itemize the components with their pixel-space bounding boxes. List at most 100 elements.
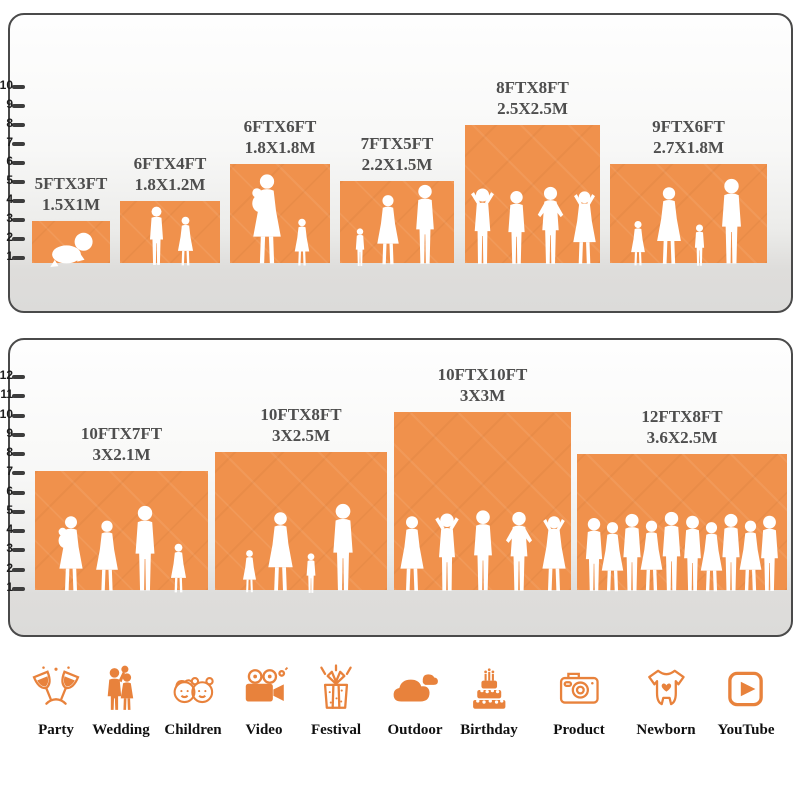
silhouette-group bbox=[352, 184, 442, 268]
size-feet-text: 9FTX6FT bbox=[652, 117, 725, 136]
category-label: Newborn bbox=[636, 722, 696, 738]
ruler-number: 1 bbox=[6, 580, 13, 594]
size-meters-text: 1.8X1.8M bbox=[244, 138, 316, 157]
silhouette-group bbox=[466, 186, 600, 268]
ruler-tick bbox=[12, 471, 25, 476]
backdrop-size-label: 5FTX3FT 1.5X1M bbox=[35, 173, 108, 215]
girl-silhouette bbox=[241, 549, 259, 595]
backdrop-size-label: 10FTX8FT 3X2.5M bbox=[260, 404, 341, 446]
category-newborn: Newborn bbox=[636, 664, 696, 739]
backdrop-box-10ftx8ft bbox=[215, 452, 387, 590]
silhouette-group bbox=[44, 230, 98, 268]
children-icon bbox=[173, 677, 214, 704]
size-meters-text: 3X2.5M bbox=[271, 426, 331, 445]
man-silhouette bbox=[127, 505, 163, 595]
man-hands-on-hips-silhouette bbox=[502, 511, 536, 595]
toddler-silhouette bbox=[352, 228, 368, 268]
man-silhouette bbox=[325, 503, 362, 595]
silhouette-group bbox=[579, 511, 786, 595]
ruler-tick bbox=[12, 432, 25, 437]
category-youtube: YouTube bbox=[718, 664, 774, 739]
backdrop-size-label: 7FTX5FT 2.2X1.5M bbox=[361, 133, 434, 175]
man-arms-up-silhouette bbox=[466, 186, 499, 268]
ruler-tick bbox=[12, 413, 25, 418]
size-feet-text: 7FTX5FT bbox=[360, 134, 434, 153]
man-silhouette bbox=[408, 184, 442, 268]
woman-silhouette bbox=[373, 194, 403, 268]
birthday-icon bbox=[472, 668, 506, 709]
category-row: Party Wedding Children Video Festival Outdoor… bbox=[0, 664, 800, 774]
backdrop-size-label: 10FTX10FT 3X3M bbox=[438, 364, 528, 406]
woman-arms-up-silhouette bbox=[569, 190, 600, 268]
wedding-icon bbox=[107, 665, 133, 710]
ruler-number: 11 bbox=[0, 387, 13, 402]
category-video: Video bbox=[239, 664, 289, 739]
category-outdoor: Outdoor bbox=[387, 664, 443, 739]
man-arms-up-silhouette bbox=[430, 511, 464, 595]
youtube-icon bbox=[728, 671, 764, 707]
category-label: Product bbox=[553, 722, 605, 738]
category-product: Product bbox=[553, 664, 605, 739]
ruler-tick bbox=[12, 529, 25, 534]
category-label: Video bbox=[245, 722, 283, 738]
ruler-number: 3 bbox=[6, 211, 13, 225]
toddler-silhouette bbox=[303, 553, 320, 595]
man-silhouette bbox=[466, 509, 500, 595]
ruler-number: 4 bbox=[6, 522, 13, 537]
ruler-number: 10 bbox=[0, 406, 13, 421]
ruler-tick bbox=[12, 587, 25, 591]
size-feet-text: 10FTX7FT bbox=[80, 424, 163, 443]
ruler-number: 8 bbox=[6, 116, 13, 130]
video-icon bbox=[245, 666, 289, 702]
woman-holding-baby-silhouette bbox=[248, 173, 286, 268]
boy-silhouette bbox=[144, 206, 169, 268]
girl-silhouette bbox=[175, 216, 196, 268]
ruler-tick bbox=[12, 161, 25, 165]
size-meters-text: 3.6X2.5M bbox=[646, 428, 718, 447]
ruler-number: 6 bbox=[6, 483, 13, 498]
category-party: Party bbox=[31, 664, 81, 739]
backdrop-box-6ftx4ft bbox=[120, 201, 220, 263]
ruler-number: 2 bbox=[6, 230, 13, 244]
newborn-icon bbox=[647, 669, 685, 706]
woman-holding-baby-silhouette bbox=[55, 515, 87, 595]
size-meters-text: 1.5X1M bbox=[41, 195, 101, 214]
size-meters-text: 1.8X1.2M bbox=[134, 175, 206, 194]
ruler-tick bbox=[12, 218, 25, 222]
size-meters-text: 3X3M bbox=[459, 386, 506, 405]
ruler-number: 7 bbox=[6, 464, 13, 479]
silhouette-group bbox=[248, 173, 312, 268]
ruler-number: 1 bbox=[6, 249, 13, 263]
ruler-tick bbox=[12, 104, 25, 108]
backdrop-size-label: 6FTX6FT 1.8X1.8M bbox=[244, 116, 317, 158]
silhouette-group bbox=[241, 503, 362, 595]
man-hands-on-hips-silhouette bbox=[534, 186, 567, 268]
ruler-number: 9 bbox=[6, 97, 13, 111]
silhouette-group bbox=[396, 509, 570, 595]
festival-icon bbox=[320, 664, 352, 709]
category-wedding: Wedding bbox=[92, 664, 150, 739]
backdrop-size-label: 6FTX4FT 1.8X1.2M bbox=[134, 153, 207, 195]
category-label: Outdoor bbox=[387, 722, 443, 738]
backdrop-box-6ftx6ft bbox=[230, 164, 330, 263]
ruler-tick bbox=[12, 237, 25, 241]
category-children: Children bbox=[164, 664, 222, 739]
ruler-tick bbox=[12, 452, 25, 457]
ruler-tick bbox=[12, 85, 25, 89]
ruler-tick bbox=[12, 199, 25, 203]
woman-silhouette bbox=[396, 515, 428, 595]
ruler-tick bbox=[12, 567, 25, 572]
man-silhouette bbox=[754, 515, 786, 595]
size-feet-text: 12FTX8FT bbox=[641, 407, 723, 426]
silhouette-group bbox=[55, 505, 189, 595]
size-feet-text: 6FTX6FT bbox=[243, 117, 317, 136]
ruler-number: 7 bbox=[6, 135, 13, 149]
ruler-number: 12 bbox=[0, 368, 13, 383]
size-meters-text: 2.5X2.5M bbox=[497, 99, 568, 118]
backdrop-size-label: 10FTX7FT 3X2.1M bbox=[81, 423, 162, 465]
baby-crawling-silhouette bbox=[44, 230, 98, 268]
ruler-tick bbox=[12, 256, 25, 260]
ruler-tick bbox=[12, 509, 25, 514]
silhouette-group bbox=[628, 178, 749, 268]
category-label: Children bbox=[164, 722, 222, 738]
